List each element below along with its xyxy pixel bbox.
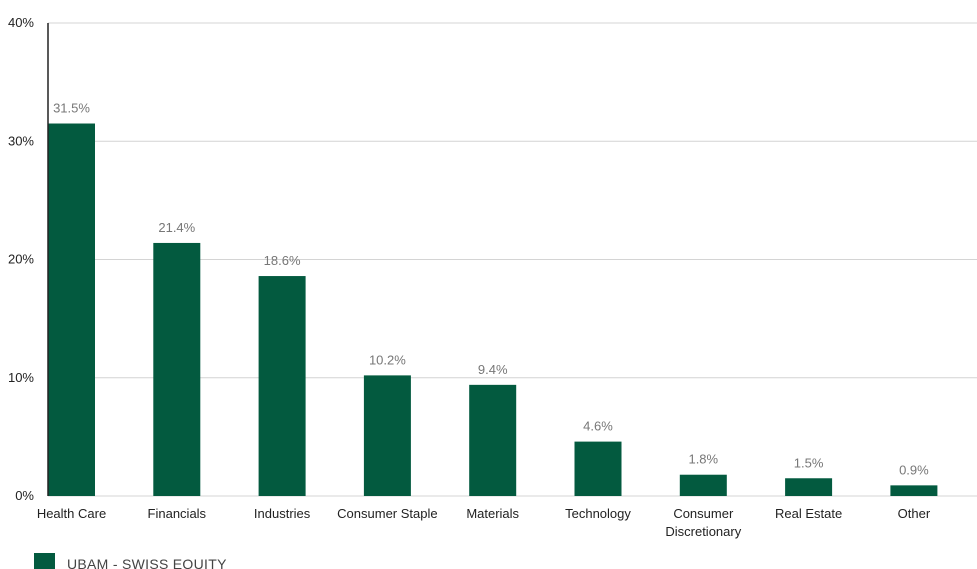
- bar: [679, 474, 727, 496]
- x-tick-label: Consumer Discretionary: [665, 506, 741, 539]
- x-tick-label: Consumer Staple: [337, 506, 437, 521]
- bar: [890, 485, 938, 496]
- data-label: 1.8%: [688, 452, 718, 467]
- x-tick-label: Technology: [565, 506, 631, 521]
- data-label: 1.5%: [794, 455, 824, 470]
- data-label: 21.4%: [158, 220, 195, 235]
- y-tick-label: 30%: [8, 133, 34, 148]
- data-label: 10.2%: [369, 352, 406, 367]
- y-tick-label: 10%: [8, 370, 34, 385]
- bar: [258, 276, 306, 496]
- y-tick-label: 0%: [15, 488, 34, 503]
- legend-label: UBAM - SWISS EQUITY: [67, 555, 227, 569]
- bar: [785, 478, 833, 496]
- x-tick-label: Real Estate: [775, 506, 842, 521]
- bar: [48, 123, 95, 496]
- x-tick-label: Health Care: [37, 506, 106, 521]
- data-label: 18.6%: [264, 253, 301, 268]
- bar: [574, 441, 622, 496]
- data-labels: 31.5% 21.4% 18.6% 10.2% 9.4% 4.6% 1.8% 1.5% 0.9%: [53, 101, 929, 478]
- data-label: 31.5%: [53, 101, 90, 116]
- y-tick-label: 20%: [8, 252, 34, 267]
- bar: [469, 384, 517, 496]
- x-tick-label: Financials: [148, 506, 207, 521]
- legend-swatch: [34, 553, 55, 569]
- x-tick-label: Materials: [466, 506, 519, 521]
- data-label: 4.6%: [583, 419, 613, 434]
- data-label: 9.4%: [478, 362, 508, 377]
- x-axis-labels: Health Care Financials Industries Consumer …: [37, 506, 931, 539]
- bars: [48, 123, 938, 496]
- x-tick-label: Industries: [254, 506, 311, 521]
- x-tick-label: Other: [898, 506, 931, 521]
- legend: UBAM - SWISS EQUITY: [34, 553, 227, 569]
- data-label: 0.9%: [899, 462, 929, 477]
- y-tick-label: 40%: [8, 15, 34, 30]
- y-axis-ticks: 0% 10% 20% 30% 40%: [8, 15, 34, 503]
- bar: [363, 375, 411, 496]
- bar: [153, 242, 201, 496]
